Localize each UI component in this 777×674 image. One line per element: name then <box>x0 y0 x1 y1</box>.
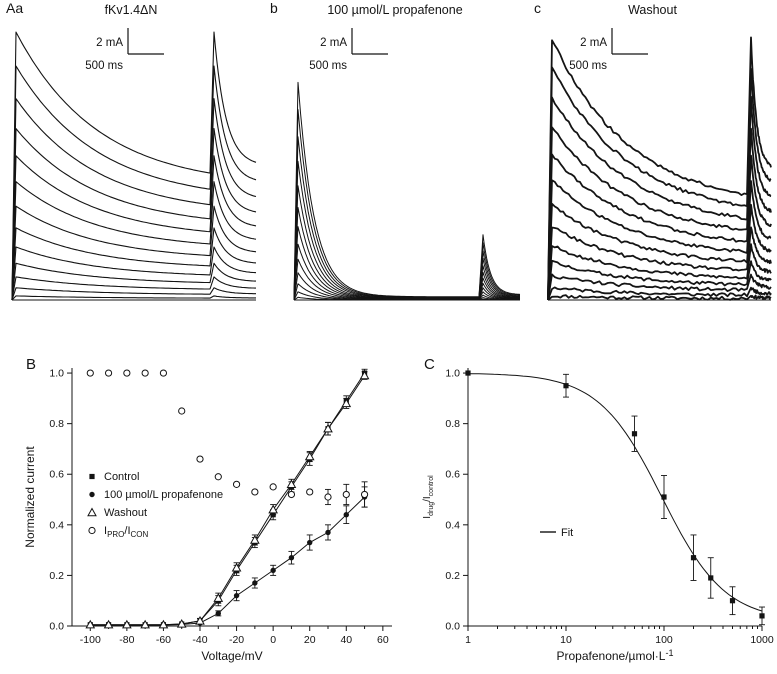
svg-text:Idrug/Icontrol: Idrug/Icontrol <box>422 475 435 519</box>
panel-C: C 1 10 100 1000 0.0 0.2 0.4 0.6 0.8 1.0 Propafenon… <box>412 352 777 674</box>
panel-B: B -100 -80 -60 -40 -20 0 20 40 60 0.0 0.2 0.4 0.6 0.8… <box>14 352 414 674</box>
current-traces-plot-washout: 2 mA 500 ms <box>547 28 772 301</box>
svg-text:0.2: 0.2 <box>445 570 460 582</box>
dose-response-chart: 1 10 100 1000 0.0 0.2 0.4 0.6 0.8 1.0 Propafenone/… <box>422 368 774 663</box>
svg-text:1000: 1000 <box>750 634 774 646</box>
panel-label-B: B <box>26 356 37 373</box>
svg-text:0.2: 0.2 <box>49 570 64 582</box>
svg-text:100 µmol/L propafenone: 100 µmol/L propafenone <box>104 489 223 501</box>
panel-title-Aa: fKv1.4ΔN <box>104 3 158 17</box>
panel-b: b 100 µmol/L propafenone 2 mA 500 ms <box>264 0 526 322</box>
svg-text:Washout: Washout <box>104 507 147 519</box>
panel-title-b: 100 µmol/L propafenone <box>327 3 463 17</box>
svg-text:500 ms: 500 ms <box>85 60 123 72</box>
svg-text:0.8: 0.8 <box>445 418 460 430</box>
svg-text:500 ms: 500 ms <box>569 60 607 72</box>
panel-label-c: c <box>534 0 541 16</box>
current-traces-plot-control: 2 mA 500 ms <box>11 28 257 301</box>
svg-text:2 mA: 2 mA <box>320 37 347 49</box>
svg-text:10: 10 <box>560 634 572 646</box>
panel-title-c: Washout <box>628 3 677 17</box>
svg-text:0.6: 0.6 <box>445 469 460 481</box>
svg-text:2 mA: 2 mA <box>96 37 123 49</box>
svg-text:1.0: 1.0 <box>445 368 460 380</box>
svg-text:Voltage/mV: Voltage/mV <box>201 649 262 663</box>
panel-c: c Washout 2 mA 500 ms <box>528 0 777 322</box>
svg-text:-40: -40 <box>192 634 207 646</box>
svg-text:0.6: 0.6 <box>49 469 64 481</box>
iv-curve-chart: -100 -80 -60 -40 -20 0 20 40 60 0.0 0.2 0.4 0.6 0.8 1.… <box>23 368 392 663</box>
svg-text:500 ms: 500 ms <box>309 60 347 72</box>
svg-text:60: 60 <box>377 634 389 646</box>
svg-text:0.0: 0.0 <box>49 621 64 633</box>
panel-label-Aa: Aa <box>6 0 24 16</box>
svg-text:Control: Control <box>104 471 139 483</box>
current-traces-plot-propafenone: 2 mA 500 ms <box>293 28 521 301</box>
svg-text:1: 1 <box>465 634 471 646</box>
svg-text:1.0: 1.0 <box>49 368 64 380</box>
svg-text:20: 20 <box>304 634 316 646</box>
svg-text:40: 40 <box>340 634 352 646</box>
svg-text:2 mA: 2 mA <box>580 37 607 49</box>
panel-label-b: b <box>270 0 278 16</box>
svg-text:-80: -80 <box>119 634 134 646</box>
svg-text:-100: -100 <box>80 634 101 646</box>
svg-text:IPRO/ICON: IPRO/ICON <box>104 525 149 539</box>
svg-text:0.0: 0.0 <box>445 621 460 633</box>
svg-text:0.4: 0.4 <box>445 519 460 531</box>
svg-text:0.4: 0.4 <box>49 519 64 531</box>
svg-text:Propafenone/µmol·L-1: Propafenone/µmol·L-1 <box>557 648 674 663</box>
svg-text:Fit: Fit <box>561 527 573 539</box>
svg-text:-60: -60 <box>156 634 171 646</box>
panel-label-C: C <box>424 356 435 373</box>
svg-text:0: 0 <box>270 634 276 646</box>
svg-text:0.8: 0.8 <box>49 418 64 430</box>
svg-text:Normalized current: Normalized current <box>23 446 37 548</box>
svg-text:100: 100 <box>655 634 673 646</box>
svg-text:-20: -20 <box>229 634 244 646</box>
panel-Aa: Aa fKv1.4ΔN 2 mA 500 ms <box>0 0 262 322</box>
